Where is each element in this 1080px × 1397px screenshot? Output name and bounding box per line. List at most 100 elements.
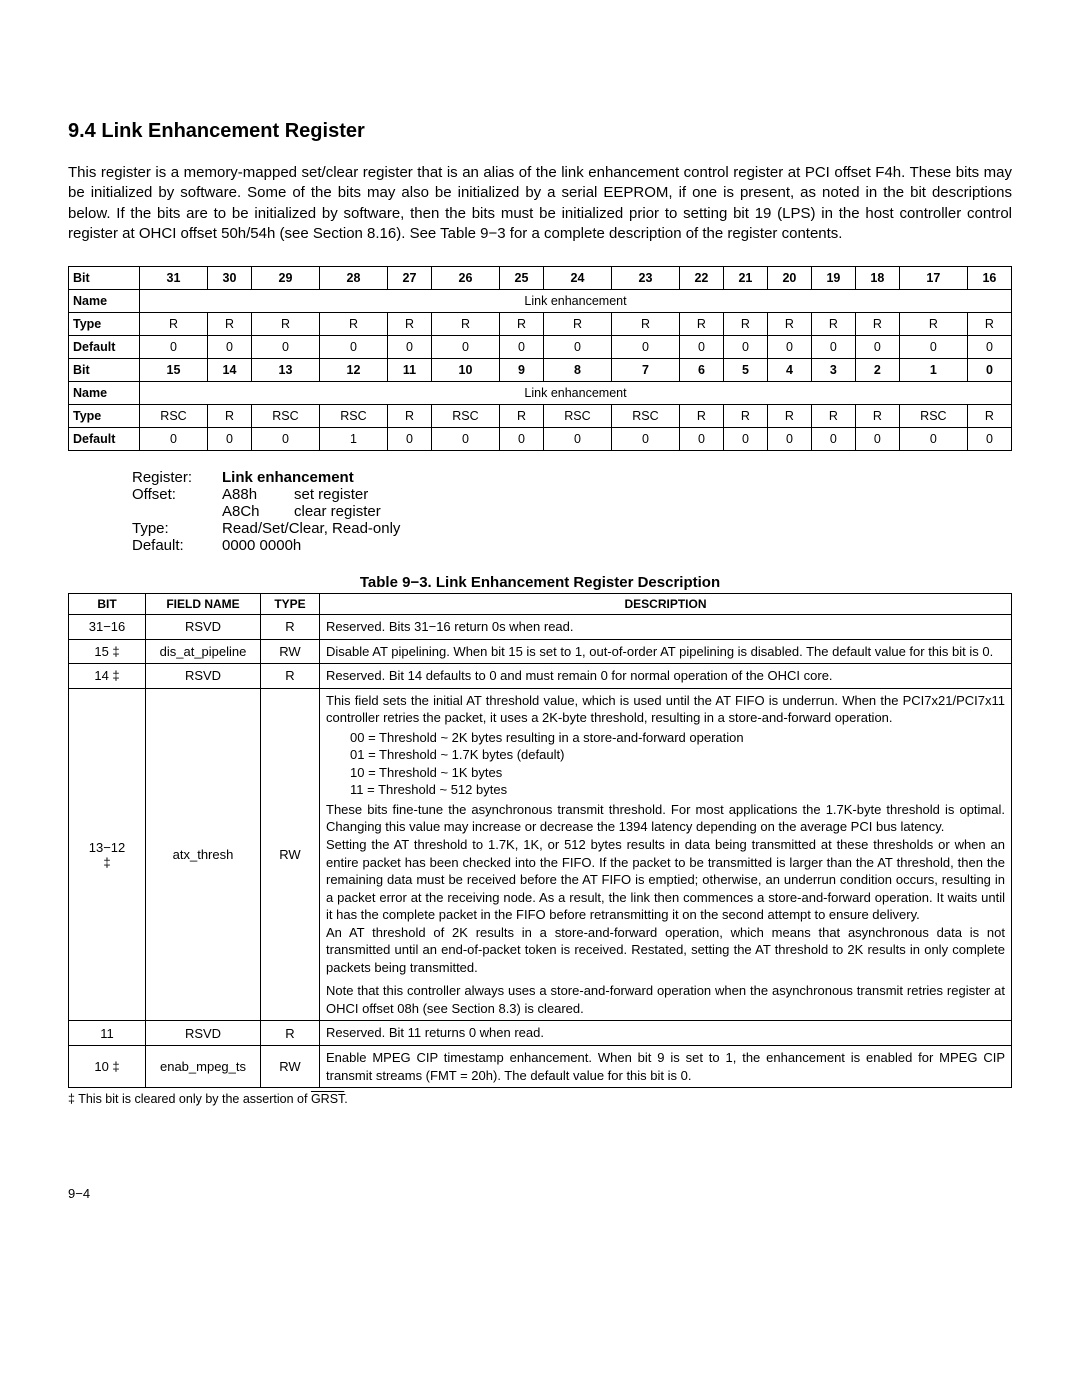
bitmap-row-label: Name — [69, 382, 140, 405]
bitmap-cell: 0 — [767, 336, 811, 359]
bitmap-cell: 14 — [208, 359, 252, 382]
offset-set-text: set register — [294, 486, 368, 503]
register-info: Register: Link enhancement Offset: A88h … — [132, 469, 1012, 554]
bitmap-row-label: Type — [69, 405, 140, 428]
desc-description: Reserved. Bits 31−16 return 0s when read… — [320, 615, 1012, 640]
bitmap-cell: RSC — [543, 405, 611, 428]
bitmap-cell: 0 — [319, 336, 387, 359]
bitmap-cell: 0 — [499, 336, 543, 359]
desc-field: RSVD — [146, 664, 261, 689]
bitmap-cell: 27 — [387, 267, 431, 290]
bitmap-cell: RSC — [251, 405, 319, 428]
bitmap-cell: R — [387, 405, 431, 428]
bitmap-cell: R — [431, 313, 499, 336]
bitmap-cell: 16 — [967, 267, 1011, 290]
bitmap-cell: 25 — [499, 267, 543, 290]
bitmap-cell: 0 — [679, 336, 723, 359]
desc-bit: 14 ‡ — [69, 664, 146, 689]
bitmap-cell: 28 — [319, 267, 387, 290]
bitmap-cell: 0 — [208, 428, 252, 451]
bitmap-cell: R — [855, 405, 899, 428]
section-heading: 9.4 Link Enhancement Register — [68, 120, 1012, 143]
bitmap-cell: R — [679, 405, 723, 428]
bitmap-cell: R — [319, 313, 387, 336]
bitmap-cell: 0 — [543, 428, 611, 451]
bitmap-cell: R — [967, 405, 1011, 428]
bitmap-cell: 23 — [611, 267, 679, 290]
desc-bit: 31−16 — [69, 615, 146, 640]
bitmap-cell: 0 — [387, 336, 431, 359]
desc-bit: 15 ‡ — [69, 639, 146, 664]
bitmap-cell: 30 — [208, 267, 252, 290]
register-value: Link enhancement — [222, 469, 354, 486]
bitmap-cell: R — [543, 313, 611, 336]
bitmap-cell: 0 — [811, 336, 855, 359]
bitmap-cell: R — [208, 405, 252, 428]
bitmap-cell: 0 — [723, 428, 767, 451]
bitmap-cell: 9 — [499, 359, 543, 382]
desc-type: RW — [261, 1046, 320, 1088]
table-title: Table 9−3. Link Enhancement Register Des… — [68, 574, 1012, 591]
bitmap-cell: R — [811, 313, 855, 336]
bitmap-cell: 13 — [251, 359, 319, 382]
type-value: Read/Set/Clear, Read-only — [222, 520, 400, 537]
bitmap-cell: 0 — [251, 336, 319, 359]
bitmap-cell: 0 — [140, 428, 208, 451]
bitmap-cell: 0 — [855, 428, 899, 451]
bitmap-cell: R — [767, 313, 811, 336]
bitmap-cell: 0 — [611, 428, 679, 451]
bitmap-cell: R — [723, 405, 767, 428]
desc-bit: 13−12‡ — [69, 688, 146, 1021]
bitmap-cell: 0 — [899, 428, 967, 451]
page-number: 9−4 — [68, 1186, 1012, 1201]
bitmap-cell: R — [811, 405, 855, 428]
bitmap-cell: 8 — [543, 359, 611, 382]
col-field: FIELD NAME — [146, 594, 261, 615]
bitmap-cell: 24 — [543, 267, 611, 290]
desc-description: Reserved. Bit 14 defaults to 0 and must … — [320, 664, 1012, 689]
bitmap-cell: R — [208, 313, 252, 336]
col-desc: DESCRIPTION — [320, 594, 1012, 615]
bitmap-cell: 2 — [855, 359, 899, 382]
desc-description: Enable MPEG CIP timestamp enhancement. W… — [320, 1046, 1012, 1088]
bitmap-cell: 4 — [767, 359, 811, 382]
bitmap-cell: 0 — [967, 359, 1011, 382]
bitmap-cell: R — [140, 313, 208, 336]
bitmap-cell: 20 — [767, 267, 811, 290]
bitmap-cell: 0 — [899, 336, 967, 359]
bitmap-cell: 0 — [767, 428, 811, 451]
bitmap-cell: R — [967, 313, 1011, 336]
desc-type: R — [261, 1021, 320, 1046]
bitmap-name-span: Link enhancement — [140, 290, 1012, 313]
bitmap-cell: 0 — [431, 428, 499, 451]
bitmap-cell: 0 — [811, 428, 855, 451]
bitmap-cell: R — [723, 313, 767, 336]
bitmap-cell: 11 — [387, 359, 431, 382]
bitmap-cell: 0 — [499, 428, 543, 451]
bitmap-row-label: Bit — [69, 267, 140, 290]
bitmap-cell: R — [855, 313, 899, 336]
bitmap-table: Bit31302928272625242322212019181716NameL… — [68, 266, 1012, 451]
bitmap-cell: 31 — [140, 267, 208, 290]
bitmap-cell: 0 — [679, 428, 723, 451]
desc-type: RW — [261, 639, 320, 664]
register-label: Register: — [132, 469, 222, 486]
col-type: TYPE — [261, 594, 320, 615]
default-value: 0000 0000h — [222, 537, 301, 554]
desc-field: RSVD — [146, 1021, 261, 1046]
bitmap-cell: 5 — [723, 359, 767, 382]
offset-label: Offset: — [132, 486, 222, 503]
footnote: ‡ This bit is cleared only by the assert… — [68, 1092, 1012, 1106]
bitmap-cell: 1 — [899, 359, 967, 382]
desc-field: dis_at_pipeline — [146, 639, 261, 664]
bitmap-cell: 18 — [855, 267, 899, 290]
bitmap-cell: R — [611, 313, 679, 336]
bitmap-cell: RSC — [140, 405, 208, 428]
bitmap-cell: 10 — [431, 359, 499, 382]
bitmap-cell: 0 — [967, 336, 1011, 359]
desc-type: R — [261, 615, 320, 640]
description-table: BIT FIELD NAME TYPE DESCRIPTION 31−16RSV… — [68, 593, 1012, 1088]
bitmap-cell: 0 — [251, 428, 319, 451]
bitmap-cell: R — [387, 313, 431, 336]
col-bit: BIT — [69, 594, 146, 615]
